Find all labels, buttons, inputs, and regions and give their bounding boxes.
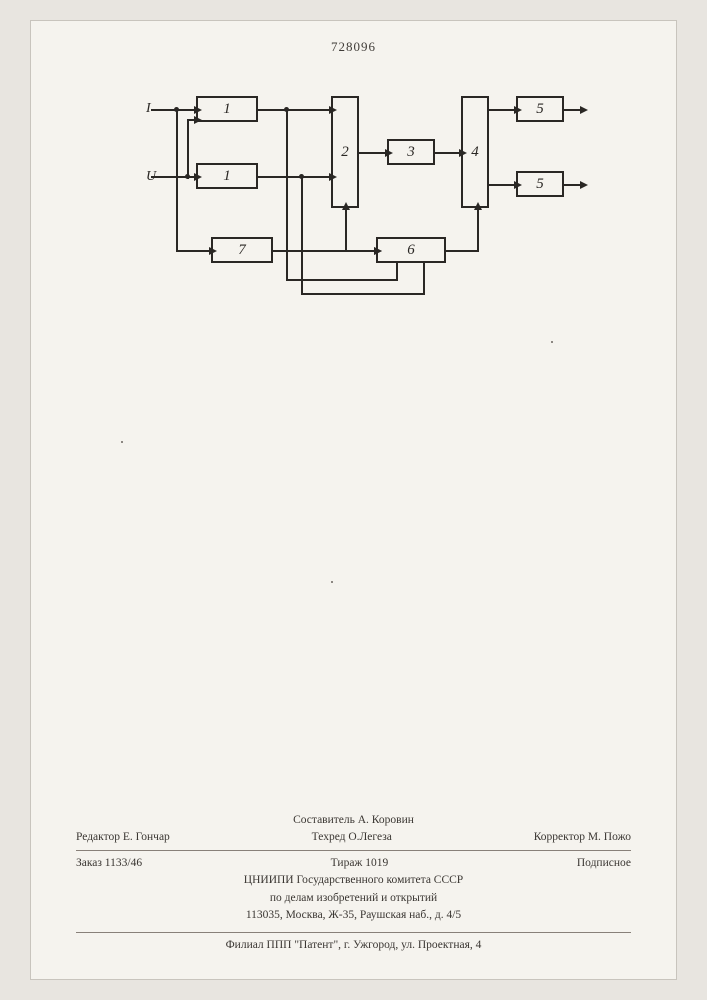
wire [176, 109, 178, 250]
subscription: Подписное [577, 855, 631, 872]
block-b1b: 1 [196, 163, 258, 189]
arrow-right-icon [194, 116, 202, 124]
block-b3: 3 [387, 139, 435, 165]
wire [489, 184, 516, 186]
block-b1a: 1 [196, 96, 258, 122]
block-diagram: IU112345567 [141, 91, 571, 321]
arrow-right-icon [329, 173, 337, 181]
wire [446, 250, 479, 252]
wire [359, 152, 387, 154]
junction-dot [299, 174, 304, 179]
org-line-1: ЦНИИПИ Государственного комитета СССР [76, 872, 631, 889]
wire [176, 250, 211, 252]
arrow-right-icon [374, 247, 382, 255]
wire [187, 119, 189, 179]
arrow-right-icon [459, 149, 467, 157]
wire [489, 109, 516, 111]
junction-dot [185, 174, 190, 179]
editor: Редактор Е. Гончар [76, 829, 170, 846]
noise-speck [331, 581, 333, 583]
imprint-footer: Составитель А. Коровин Редактор Е. Гонча… [76, 812, 631, 925]
arrow-right-icon [514, 181, 522, 189]
junction-dot [284, 107, 289, 112]
techred: Техред О.Легеза [312, 829, 392, 846]
junction-dot [174, 107, 179, 112]
wire [258, 109, 331, 111]
order-row: Заказ 1133/46 Тираж 1019 Подписное [76, 855, 631, 872]
wire [301, 293, 425, 295]
circulation: Тираж 1019 [331, 855, 389, 872]
arrow-right-icon [514, 106, 522, 114]
arrow-up-icon [474, 202, 482, 210]
org-line-2: по делам изобретений и открытий [76, 890, 631, 907]
address-line: 113035, Москва, Ж-35, Раушская наб., д. … [76, 907, 631, 924]
wire [301, 176, 303, 295]
wire [345, 208, 347, 250]
arrow-right-icon [580, 181, 588, 189]
block-b7: 7 [211, 237, 273, 263]
wire [286, 109, 288, 281]
paper-sheet: 728096 IU112345567 Составитель А. Корови… [30, 20, 677, 980]
compiler-line: Составитель А. Коровин [76, 812, 631, 829]
wire [477, 208, 479, 250]
block-b6: 6 [376, 237, 446, 263]
noise-speck [551, 341, 553, 343]
wire [273, 250, 376, 252]
arrow-up-icon [342, 202, 350, 210]
wire [435, 152, 461, 154]
wire [423, 263, 425, 295]
credits-row: Редактор Е. Гончар Техред О.Легеза Корре… [76, 829, 631, 846]
arrow-right-icon [329, 106, 337, 114]
arrow-right-icon [194, 173, 202, 181]
branch-line: Филиал ППП "Патент", г. Ужгород, ул. Про… [76, 932, 631, 951]
divider [76, 850, 631, 851]
arrow-right-icon [194, 106, 202, 114]
block-b5a: 5 [516, 96, 564, 122]
order-number: Заказ 1133/46 [76, 855, 142, 872]
block-b5b: 5 [516, 171, 564, 197]
arrow-right-icon [385, 149, 393, 157]
wire [258, 176, 331, 178]
input-label: I [146, 101, 151, 117]
corrector: Корректор М. Пожо [534, 829, 631, 846]
arrow-right-icon [209, 247, 217, 255]
noise-speck [121, 441, 123, 443]
patent-number: 728096 [31, 39, 676, 55]
arrow-right-icon [580, 106, 588, 114]
